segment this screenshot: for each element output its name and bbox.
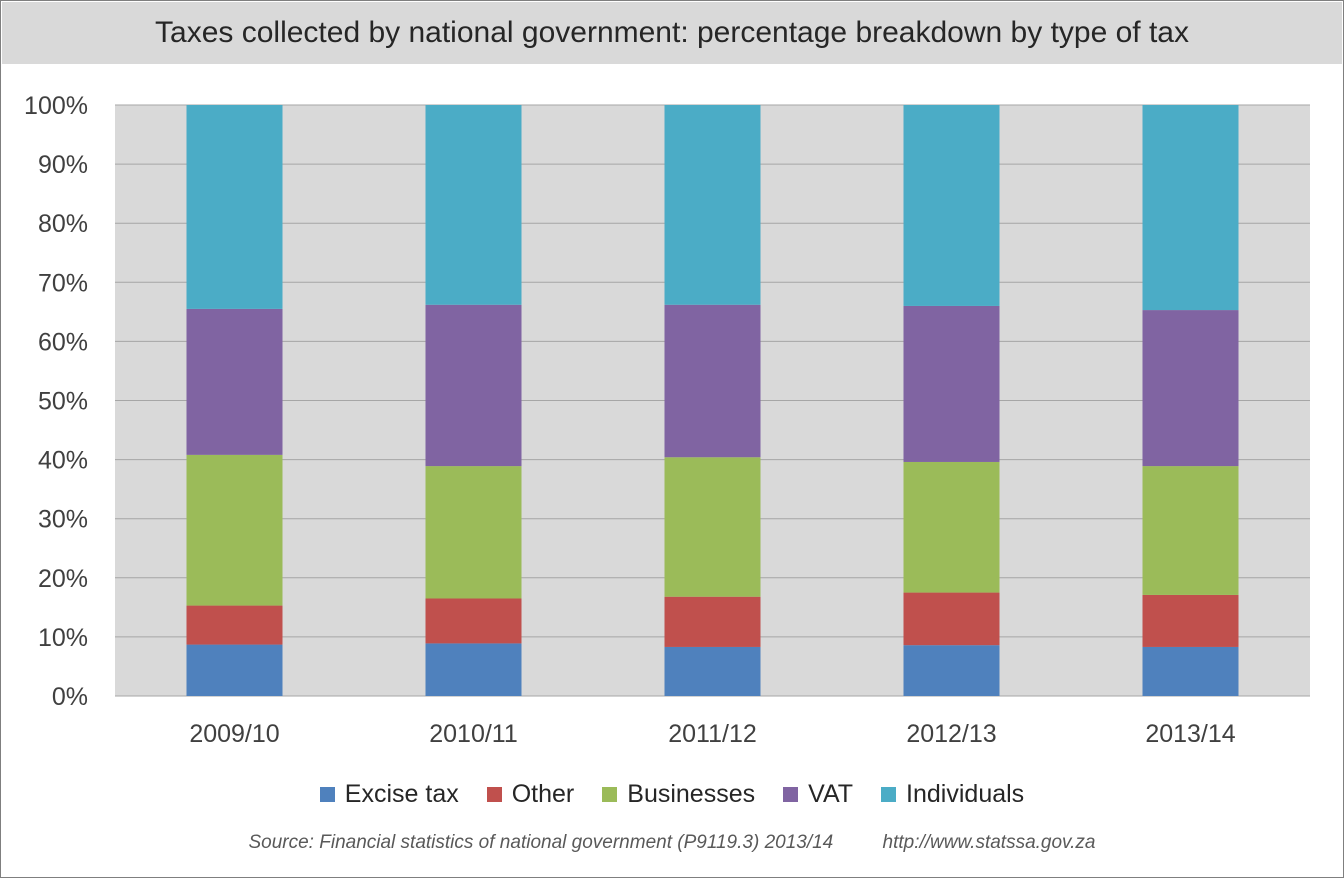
bar-individuals — [664, 105, 761, 305]
x-tick-label: 2013/14 — [1145, 720, 1235, 748]
legend-swatch — [319, 786, 335, 802]
source-url[interactable]: http://www.statssa.gov.za — [882, 832, 1096, 853]
source-text: Source: Financial statistics of national… — [248, 832, 834, 853]
bar-other — [903, 592, 1000, 646]
bar-other — [664, 596, 761, 647]
bar-other — [425, 598, 522, 644]
bar-individuals — [425, 105, 522, 305]
x-axis-labels: 2009/10 2010/11 2011/12 2012/13 2013/14 — [189, 720, 1235, 748]
legend-item-other: Other — [486, 779, 575, 809]
legend-label: Individuals — [906, 779, 1025, 808]
legend-item-vat: VAT — [783, 780, 853, 809]
bar-excise-tax — [903, 645, 1000, 696]
bar-individuals — [1142, 105, 1239, 311]
bar-vat — [1142, 310, 1239, 467]
y-tick-label: 20% — [38, 565, 88, 593]
legend-label: VAT — [808, 779, 854, 808]
bar-stack-2013-14 — [1142, 105, 1239, 696]
bar-other — [186, 605, 283, 645]
bar-vat — [425, 304, 522, 467]
legend-swatch — [602, 786, 618, 802]
legend-label: Excise tax — [344, 779, 459, 808]
legend-swatch — [881, 786, 897, 802]
y-tick-label: 80% — [38, 210, 88, 238]
y-axis-labels: 0% 10% 20% 30% 40% 50% 60% 70% 80% 90% 100% — [24, 92, 88, 711]
bar-individuals — [186, 105, 283, 309]
y-tick-label: 10% — [38, 624, 88, 652]
y-tick-label: 50% — [38, 388, 88, 416]
source-line: Source: Financial statistics of national… — [0, 832, 1344, 854]
y-tick-label: 70% — [38, 269, 88, 297]
legend-label: Other — [511, 779, 575, 808]
bar-other — [1142, 594, 1239, 647]
legend-item-businesses: Businesses — [602, 780, 755, 809]
chart-title: Taxes collected by national government: … — [2, 2, 1342, 64]
bar-stacks — [186, 105, 1239, 696]
bar-vat — [664, 304, 761, 458]
bar-excise-tax — [664, 646, 761, 696]
y-tick-label: 0% — [52, 683, 88, 711]
x-tick-label: 2011/12 — [668, 720, 757, 748]
x-tick-label: 2010/11 — [429, 720, 518, 748]
bar-excise-tax — [425, 643, 522, 696]
bar-stack-2012-13 — [903, 105, 1000, 696]
legend-label: Businesses — [627, 779, 756, 808]
y-tick-label: 60% — [38, 328, 88, 356]
legend-item-excise-tax: Excise tax — [319, 779, 459, 809]
bar-excise-tax — [186, 644, 283, 696]
bar-vat — [903, 305, 1000, 462]
y-tick-label: 40% — [38, 447, 88, 475]
x-tick-label: 2009/10 — [189, 720, 279, 748]
legend-item-individuals: Individuals — [881, 780, 1024, 809]
bar-vat — [186, 308, 283, 455]
bar-stack-2010-11 — [425, 105, 522, 696]
bar-businesses — [1142, 466, 1239, 595]
bar-stack-2011-12 — [664, 105, 761, 696]
y-tick-label: 100% — [24, 92, 88, 120]
bar-businesses — [425, 466, 522, 599]
bar-excise-tax — [1142, 646, 1239, 696]
bar-businesses — [664, 457, 761, 597]
x-tick-label: 2012/13 — [906, 720, 996, 748]
y-tick-label: 90% — [38, 151, 88, 179]
legend-swatch — [783, 786, 799, 802]
legend-swatch — [486, 786, 502, 802]
bar-individuals — [903, 105, 1000, 306]
legend: Excise tax Other Businesses VAT Individuals — [0, 776, 1344, 812]
y-tick-label: 30% — [38, 506, 88, 534]
bar-stack-2009-10 — [186, 105, 283, 696]
bar-businesses — [903, 461, 1000, 593]
bar-businesses — [186, 454, 283, 606]
